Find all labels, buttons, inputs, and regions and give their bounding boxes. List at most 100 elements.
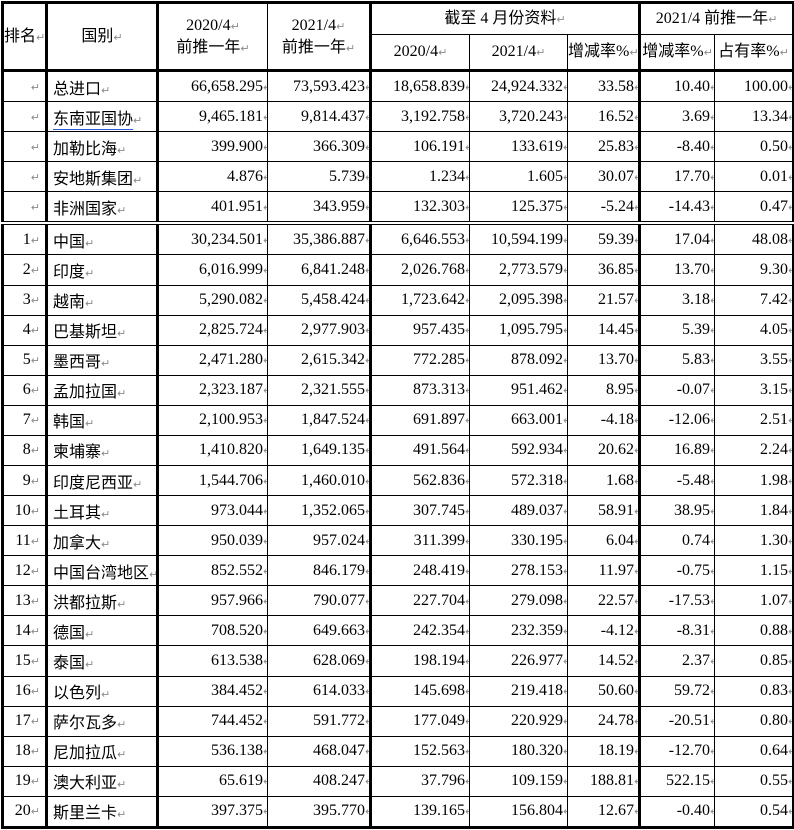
value-cell[interactable]: -0.75↵: [639, 555, 716, 587]
value-cell[interactable]: 48.08↵: [714, 222, 794, 256]
value-cell[interactable]: 3,192.758↵: [370, 101, 470, 133]
value-cell[interactable]: 2.51↵: [714, 404, 794, 436]
value-cell[interactable]: 628.069↵: [267, 645, 372, 677]
value-cell[interactable]: 5,458.424↵: [267, 284, 372, 316]
rank-cell[interactable]: 1↵: [2, 222, 48, 256]
value-cell[interactable]: 20.62↵: [566, 434, 642, 467]
value-cell[interactable]: 591.772↵: [267, 705, 372, 737]
value-cell[interactable]: 2,323.187↵: [157, 374, 268, 406]
rank-cell[interactable]: 7↵: [2, 404, 48, 436]
country-cell[interactable]: 印度尼西亚↵: [46, 465, 159, 497]
value-cell[interactable]: 16.52↵: [566, 101, 642, 133]
rank-cell[interactable]: 5↵: [2, 344, 48, 376]
value-cell[interactable]: 1.68↵: [566, 465, 642, 497]
value-cell[interactable]: 397.375↵: [157, 795, 268, 829]
value-cell[interactable]: 226.977↵: [469, 645, 568, 677]
value-cell[interactable]: 3.18↵: [639, 284, 716, 316]
rank-cell[interactable]: 3↵: [2, 284, 48, 316]
value-cell[interactable]: 59.72↵: [639, 675, 716, 707]
value-cell[interactable]: 613.538↵: [157, 645, 268, 677]
country-cell[interactable]: 墨西哥↵: [46, 344, 159, 376]
value-cell[interactable]: 9.30↵: [714, 254, 794, 286]
country-cell[interactable]: 中国台湾地区↵: [46, 555, 159, 587]
value-cell[interactable]: 33.58↵: [566, 69, 642, 103]
value-cell[interactable]: 1,847.524↵: [267, 404, 372, 436]
value-cell[interactable]: 0.54↵: [714, 795, 794, 829]
value-cell[interactable]: 1,723.642↵: [370, 284, 470, 316]
value-cell[interactable]: 3.15↵: [714, 374, 794, 406]
rank-cell[interactable]: 12↵: [2, 555, 48, 587]
value-cell[interactable]: 21.57↵: [566, 284, 642, 316]
value-cell[interactable]: 0.47↵: [714, 191, 794, 226]
value-cell[interactable]: 5.739↵: [267, 161, 372, 193]
country-cell[interactable]: 斯里兰卡↵: [46, 795, 159, 829]
value-cell[interactable]: 220.929↵: [469, 705, 568, 737]
rank-cell[interactable]: 18↵: [2, 735, 48, 767]
value-cell[interactable]: 14.45↵: [566, 314, 642, 346]
value-cell[interactable]: 73,593.423↵: [267, 69, 372, 103]
value-cell[interactable]: 24,924.332↵: [469, 69, 568, 103]
value-cell[interactable]: 22.57↵: [566, 585, 642, 617]
value-cell[interactable]: 106.191↵: [370, 131, 470, 163]
value-cell[interactable]: 708.520↵: [157, 615, 268, 647]
value-cell[interactable]: 1.605↵: [469, 161, 568, 193]
value-cell[interactable]: 198.194↵: [370, 645, 470, 677]
header-sub-2020[interactable]: 2020/4↵: [370, 34, 470, 72]
rank-cell[interactable]: 19↵: [2, 765, 48, 797]
value-cell[interactable]: 9,814.437↵: [267, 101, 372, 133]
value-cell[interactable]: 10.40↵: [639, 69, 716, 103]
header-2021-prev-year[interactable]: 2021/4↵ 前推一年↵: [267, 2, 372, 72]
value-cell[interactable]: 2,615.342↵: [267, 344, 372, 376]
rank-cell[interactable]: 11↵: [2, 525, 48, 557]
value-cell[interactable]: 772.285↵: [370, 344, 470, 376]
header-sub-change-prev[interactable]: 增减率%↵: [639, 34, 716, 72]
value-cell[interactable]: 311.399↵: [370, 525, 470, 557]
value-cell[interactable]: 177.049↵: [370, 705, 470, 737]
value-cell[interactable]: 2,977.903↵: [267, 314, 372, 346]
value-cell[interactable]: 5,290.082↵: [157, 284, 268, 316]
country-cell[interactable]: 泰国↵: [46, 645, 159, 677]
rank-cell[interactable]: 17↵: [2, 705, 48, 737]
value-cell[interactable]: 37.796↵: [370, 765, 470, 797]
value-cell[interactable]: 0.01↵: [714, 161, 794, 193]
value-cell[interactable]: 1,352.065↵: [267, 495, 372, 527]
country-cell[interactable]: 非洲国家↵: [46, 191, 159, 226]
country-cell[interactable]: 德国↵: [46, 615, 159, 647]
value-cell[interactable]: 38.95↵: [639, 495, 716, 527]
country-cell[interactable]: 东南亚国协↵: [46, 101, 159, 133]
value-cell[interactable]: -8.40↵: [639, 131, 716, 163]
header-group-prev-year[interactable]: 2021/4 前推一年↵: [639, 2, 794, 35]
value-cell[interactable]: 950.039↵: [157, 525, 268, 557]
rank-cell[interactable]: 9↵: [2, 465, 48, 497]
value-cell[interactable]: 1.07↵: [714, 585, 794, 617]
value-cell[interactable]: 279.098↵: [469, 585, 568, 617]
value-cell[interactable]: 846.179↵: [267, 555, 372, 587]
value-cell[interactable]: 145.698↵: [370, 675, 470, 707]
rank-cell[interactable]: ↵: [2, 191, 48, 226]
rank-cell[interactable]: 10↵: [2, 495, 48, 527]
value-cell[interactable]: 3.55↵: [714, 344, 794, 376]
value-cell[interactable]: 1.98↵: [714, 465, 794, 497]
header-2020-prev-year[interactable]: 2020/4↵ 前推一年↵: [157, 2, 268, 72]
value-cell[interactable]: 219.418↵: [469, 675, 568, 707]
value-cell[interactable]: 13.70↵: [639, 254, 716, 286]
value-cell[interactable]: 248.419↵: [370, 555, 470, 587]
value-cell[interactable]: 572.318↵: [469, 465, 568, 497]
rank-cell[interactable]: 2↵: [2, 254, 48, 286]
value-cell[interactable]: 2,825.724↵: [157, 314, 268, 346]
value-cell[interactable]: 395.770↵: [267, 795, 372, 829]
value-cell[interactable]: 139.165↵: [370, 795, 470, 829]
value-cell[interactable]: -14.43↵: [639, 191, 716, 226]
value-cell[interactable]: 30.07↵: [566, 161, 642, 193]
value-cell[interactable]: 1.234↵: [370, 161, 470, 193]
value-cell[interactable]: 24.78↵: [566, 705, 642, 737]
value-cell[interactable]: 0.80↵: [714, 705, 794, 737]
value-cell[interactable]: 744.452↵: [157, 705, 268, 737]
value-cell[interactable]: 1,544.706↵: [157, 465, 268, 497]
value-cell[interactable]: 5.83↵: [639, 344, 716, 376]
value-cell[interactable]: 125.375↵: [469, 191, 568, 226]
header-group-april-data[interactable]: 截至 4 月份资料↵: [369, 2, 642, 35]
value-cell[interactable]: 2.37↵: [639, 645, 716, 677]
value-cell[interactable]: 17.04↵: [639, 222, 716, 256]
value-cell[interactable]: -5.48↵: [639, 465, 716, 497]
